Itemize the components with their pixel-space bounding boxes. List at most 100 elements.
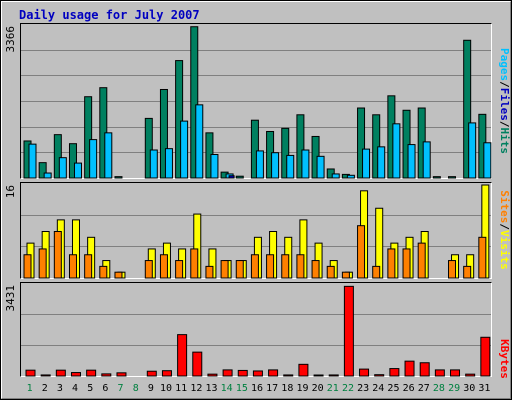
- bar-kbytes-day-4: [70, 372, 81, 377]
- legend-hits-files-pages-part: /: [498, 81, 511, 88]
- bar-kbytes-day-5: [86, 369, 97, 377]
- x-label-day-26: 26: [403, 383, 415, 394]
- bar-sites-day-3: [53, 231, 62, 279]
- bar-kbytes-day-19: [298, 363, 309, 377]
- legend-sites-visits-part: Sites: [498, 190, 511, 223]
- x-label-day-7: 7: [118, 383, 124, 394]
- x-label-day-28: 28: [433, 383, 445, 394]
- bar-sites-day-7: [114, 271, 123, 279]
- bar-hits-day-16: [250, 119, 259, 179]
- bar-kbytes-day-23: [359, 368, 370, 377]
- bar-kbytes-day-7: [116, 372, 127, 377]
- legend-kbytes-part: KBytes: [498, 339, 511, 379]
- legend-sites-visits-part: /: [498, 223, 511, 230]
- ymax-label-sites-visits: 16: [4, 185, 17, 198]
- bar-files-day-22: [346, 174, 355, 179]
- bar-files-day-1: [28, 143, 37, 179]
- legend-kbytes: KBytes: [498, 339, 511, 379]
- bar-files-day-12: [195, 104, 204, 179]
- x-label-day-14: 14: [221, 383, 233, 394]
- bar-files-day-27: [422, 141, 431, 179]
- bar-sites-day-16: [250, 254, 259, 279]
- legend-sites-visits: Sites/Visits: [498, 190, 511, 270]
- bar-files-day-20: [316, 155, 325, 179]
- panel-kbytes-highlight: [20, 282, 492, 377]
- bar-files-day-3: [58, 157, 67, 179]
- bar-sites-day-22: [341, 271, 350, 279]
- bar-kbytes-day-26: [404, 360, 415, 377]
- bar-sites-day-29: [448, 260, 457, 279]
- panel-hits-files-pages-highlight: [20, 23, 492, 179]
- bar-kbytes-day-28: [434, 369, 445, 377]
- bar-kbytes-day-12: [192, 351, 203, 377]
- bar-files-day-30: [468, 122, 477, 179]
- bar-sites-day-6: [99, 265, 108, 279]
- bar-kbytes-day-1: [25, 369, 36, 377]
- bar-sites-day-13: [205, 265, 214, 279]
- bar-sites-day-12: [190, 248, 199, 279]
- x-label-day-17: 17: [266, 383, 278, 394]
- bar-kbytes-day-29: [450, 369, 461, 377]
- bar-sites-day-31: [478, 236, 487, 279]
- x-label-day-31: 31: [478, 383, 490, 394]
- bar-sites-day-25: [387, 248, 396, 279]
- bar-sites-day-11: [175, 260, 184, 279]
- bar-sites-day-14: [220, 260, 229, 279]
- bar-files-day-11: [180, 120, 189, 179]
- x-label-day-20: 20: [312, 383, 324, 394]
- bar-kbytes-day-3: [55, 369, 66, 377]
- bar-kbytes-day-2: [40, 374, 51, 377]
- x-label-day-2: 2: [42, 383, 48, 394]
- bar-sites-day-27: [417, 242, 426, 279]
- bar-kbytes-day-17: [268, 369, 279, 377]
- bar-hits-day-30: [463, 39, 472, 179]
- x-label-day-27: 27: [418, 383, 430, 394]
- bar-sites-day-9: [144, 260, 153, 279]
- bar-files-day-26: [407, 144, 416, 179]
- x-label-day-15: 15: [236, 383, 248, 394]
- x-label-day-22: 22: [342, 383, 354, 394]
- bar-hits-day-12: [190, 26, 199, 179]
- bar-files-day-31: [483, 142, 492, 179]
- x-label-day-8: 8: [133, 383, 139, 394]
- x-label-day-19: 19: [296, 383, 308, 394]
- x-label-day-16: 16: [251, 383, 263, 394]
- x-label-day-29: 29: [448, 383, 460, 394]
- x-label-day-25: 25: [387, 383, 399, 394]
- legend-sites-visits-part: Visits: [498, 230, 511, 270]
- bar-kbytes-day-30: [465, 373, 476, 377]
- x-label-day-24: 24: [372, 383, 384, 394]
- bar-files-day-18: [286, 154, 295, 179]
- x-label-day-13: 13: [205, 383, 217, 394]
- bar-files-day-6: [104, 132, 113, 179]
- x-label-day-21: 21: [327, 383, 339, 394]
- x-label-day-10: 10: [160, 383, 172, 394]
- bar-files-day-2: [43, 172, 52, 179]
- bar-hits-day-4: [68, 143, 77, 179]
- bar-kbytes-day-6: [101, 373, 112, 377]
- bar-sites-day-20: [311, 260, 320, 279]
- bar-files-day-21: [331, 173, 340, 179]
- bar-kbytes-day-15: [237, 369, 248, 377]
- bar-kbytes-day-9: [146, 370, 157, 377]
- legend-hits-files-pages-part: Hits: [498, 128, 511, 155]
- bar-hits-day-10: [159, 88, 168, 179]
- bar-kbytes-day-20: [313, 374, 324, 377]
- x-label-day-6: 6: [102, 383, 108, 394]
- bar-kbytes-day-31: [480, 336, 491, 377]
- x-label-day-18: 18: [281, 383, 293, 394]
- bar-hits-day-2: [38, 162, 47, 179]
- bar-sites-day-18: [281, 254, 290, 279]
- bar-sites-day-24: [372, 265, 381, 279]
- bar-sites-day-30: [463, 265, 472, 279]
- bar-kbytes-day-18: [283, 374, 294, 377]
- bar-hits-day-18: [281, 127, 290, 179]
- bar-kbytes-day-13: [207, 373, 218, 377]
- bar-hits-day-3: [53, 134, 62, 179]
- legend-hits-files-pages-part: /: [498, 121, 511, 128]
- bar-hits-day-15: [235, 175, 244, 179]
